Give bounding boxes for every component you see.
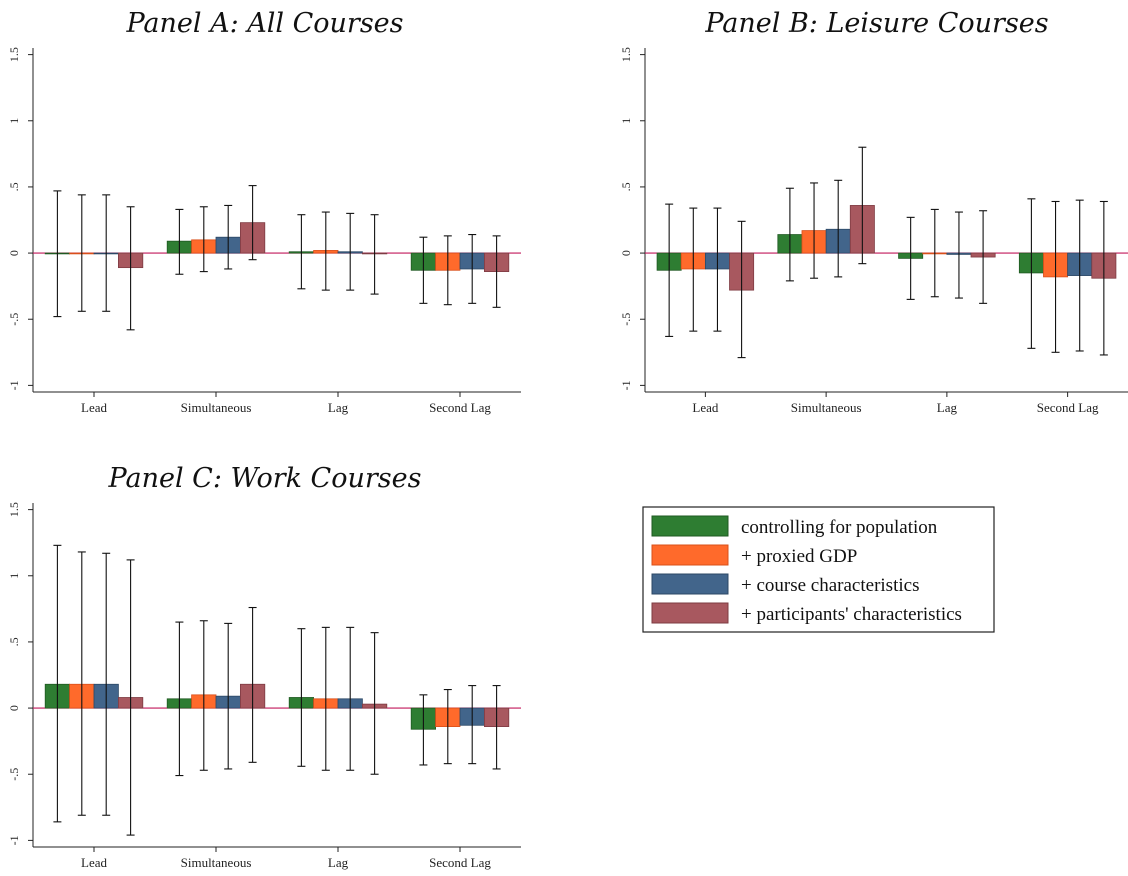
legend-swatch-participants	[651, 602, 729, 624]
legend-swatch-population	[651, 515, 729, 537]
legend: controlling for population + proxied GDP…	[642, 506, 995, 633]
legend-label-participants: + participants' characteristics	[741, 604, 962, 625]
panel-b-title: Panel B: Leisure Courses	[704, 8, 1048, 39]
y-tick-label: 1	[7, 118, 21, 124]
x-tick-label: Lead	[81, 400, 107, 415]
legend-swatch-course	[651, 573, 729, 595]
y-tick-label: 0	[619, 250, 633, 256]
y-tick-label: -1	[619, 380, 633, 390]
y-tick-label: 1.5	[619, 47, 633, 62]
panel-c-title: Panel C: Work Courses	[108, 463, 422, 494]
panel-a-title: Panel A: All Courses	[125, 8, 403, 39]
y-tick-label: 0	[7, 705, 21, 711]
x-tick-label: Second Lag	[1037, 400, 1099, 415]
panel-c-chart: Panel C: Work Courses -1 -.5 0 .5 1 1.5 Lead Si…	[7, 463, 521, 870]
y-tick-label: -.5	[619, 313, 633, 326]
y-tick-label: -1	[7, 835, 21, 845]
y-tick-label: -.5	[7, 768, 21, 781]
x-tick-label: Lag	[937, 400, 958, 415]
x-tick-label: Simultaneous	[181, 400, 252, 415]
y-tick-label: 1	[619, 118, 633, 124]
y-tick-label: 1	[7, 573, 21, 579]
y-tick-label: 1.5	[7, 502, 21, 517]
legend-label-gdp: + proxied GDP	[741, 546, 857, 567]
legend-swatch-gdp	[651, 544, 729, 566]
panel-a-chart: Panel A: All Courses -1 -.5 0 .5 1 1.5 Lead Sim…	[7, 8, 521, 415]
y-tick-label: -.5	[7, 313, 21, 326]
x-tick-label: Lag	[328, 400, 349, 415]
y-tick-label: 1.5	[7, 47, 21, 62]
x-tick-label: Simultaneous	[791, 400, 862, 415]
x-tick-label: Second Lag	[429, 855, 491, 870]
y-tick-label: -1	[7, 380, 21, 390]
x-tick-label: Simultaneous	[181, 855, 252, 870]
x-tick-label: Second Lag	[429, 400, 491, 415]
legend-label-population: controlling for population	[741, 517, 938, 538]
x-tick-label: Lead	[81, 855, 107, 870]
legend-label-course: + course characteristics	[741, 575, 919, 596]
x-tick-label: Lead	[692, 400, 718, 415]
panel-b-chart: Panel B: Leisure Courses -1 -.5 0 .5 1 1.5 Lea…	[619, 8, 1128, 415]
y-tick-label: .5	[619, 182, 633, 191]
y-tick-label: .5	[7, 182, 21, 191]
y-tick-label: .5	[7, 637, 21, 646]
y-tick-label: 0	[7, 250, 21, 256]
x-tick-label: Lag	[328, 855, 349, 870]
